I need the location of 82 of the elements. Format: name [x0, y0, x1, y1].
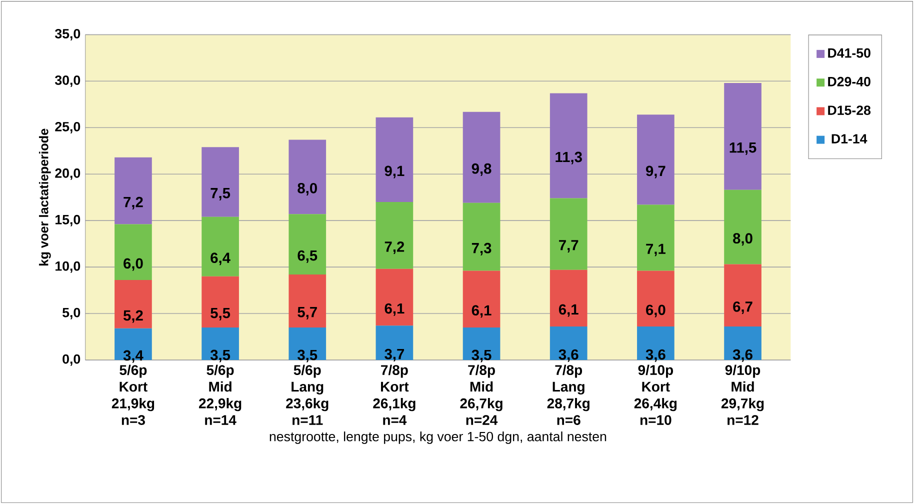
x-tick-label: 7/8p Kort 26,1kg n=4: [373, 364, 416, 425]
bar: [114, 224, 152, 280]
data-label: 8,0: [298, 182, 317, 196]
legend-label: D15-28: [828, 106, 871, 115]
bar: [376, 202, 414, 269]
data-label: 9,8: [472, 163, 492, 176]
data-label: 3,7: [384, 348, 404, 362]
bar: [550, 198, 588, 270]
bar: [462, 202, 500, 271]
bar: [376, 326, 414, 360]
data-label: 6,1: [472, 305, 492, 318]
data-label: 6,7: [733, 301, 752, 314]
bar: [288, 274, 326, 328]
data-label: 8,0: [733, 233, 752, 246]
data-label: 9,1: [384, 166, 404, 178]
bar: [637, 114, 674, 205]
bar: [724, 190, 762, 264]
data-label: 5,5: [210, 308, 230, 320]
bar: [724, 326, 762, 360]
y-tick-label: 5,0: [62, 308, 80, 320]
data-label: 5,2: [123, 310, 143, 323]
y-tick-label: 0,0: [62, 354, 80, 366]
y-tick-label: 30,0: [54, 75, 80, 87]
data-label: 6,0: [124, 258, 143, 271]
bar: [462, 270, 500, 328]
bar: [724, 83, 762, 190]
x-tick-label: 7/8p Mid 26,7kg n=24: [460, 364, 502, 425]
data-label: 6,5: [298, 250, 318, 263]
data-label: 11,3: [556, 152, 582, 164]
bar: [114, 157, 152, 224]
bar: [202, 276, 239, 328]
bar: [550, 93, 588, 198]
data-label: 5,7: [298, 307, 317, 320]
bar: [637, 326, 674, 360]
x-tick-label: 7/8p Lang 28,7kg n=6: [547, 364, 590, 425]
data-label: 7,3: [472, 242, 492, 256]
data-label: 7,1: [646, 244, 666, 256]
bar: [202, 216, 239, 276]
bar: [376, 268, 414, 326]
data-label: 6,0: [646, 304, 666, 318]
data-label: 3,6: [732, 349, 752, 362]
y-tick-label: 20,0: [55, 168, 80, 180]
data-label: 7,2: [124, 196, 143, 210]
bar: [637, 270, 674, 327]
y-tick-label: 25,0: [55, 122, 80, 134]
y-tick-label: 15,0: [56, 214, 80, 226]
legend-label: D41-50: [828, 48, 870, 58]
bar: [724, 264, 762, 327]
data-label: 3,5: [298, 350, 318, 362]
data-label: 3,5: [210, 350, 230, 362]
x-tick-label: 5/6p Kort 21,9kg n=3: [112, 364, 154, 426]
bar: [637, 204, 674, 271]
data-label: 3,5: [472, 350, 492, 362]
data-label: 7,2: [384, 242, 404, 254]
y-axis-title: kg voer lactatieperiode: [38, 128, 51, 266]
data-label: 3,6: [558, 349, 578, 362]
x-tick-label: 5/6p Lang 23,6kg n=11: [286, 364, 328, 425]
x-axis-title: nestgrootte, lengte pups, kg voer 1-50 dgn, aantal nesten: [270, 432, 606, 444]
x-tick-label: 9/10p Mid 29,7kg n=12: [721, 364, 764, 425]
bar: [288, 214, 326, 274]
bar: [202, 147, 239, 217]
data-label: 6,1: [558, 304, 578, 317]
data-label: 6,4: [210, 252, 230, 266]
data-label: 7,5: [210, 188, 230, 200]
bar: [376, 117, 414, 202]
data-label: 3,6: [646, 349, 666, 362]
data-label: 11,5: [730, 142, 756, 155]
data-label: 3,4: [123, 350, 144, 363]
bar: [550, 326, 588, 360]
data-label: 9,7: [646, 166, 666, 178]
bar: [550, 270, 588, 327]
x-tick-label: 9/10p Kort 26,4kg n=10: [634, 364, 677, 425]
legend-label: D1-14: [832, 134, 868, 144]
data-label: 7,7: [559, 240, 578, 252]
data-label: 6,1: [384, 303, 404, 316]
bar: [462, 112, 500, 203]
bar: [114, 280, 152, 328]
bar: [288, 140, 326, 214]
y-tick-label: 10,0: [56, 261, 80, 273]
x-tick-label: 5/6p Mid 22,9kg n=14: [198, 364, 242, 425]
legend-label: D29-40: [828, 76, 870, 86]
y-tick-label: 35,0: [54, 28, 80, 40]
